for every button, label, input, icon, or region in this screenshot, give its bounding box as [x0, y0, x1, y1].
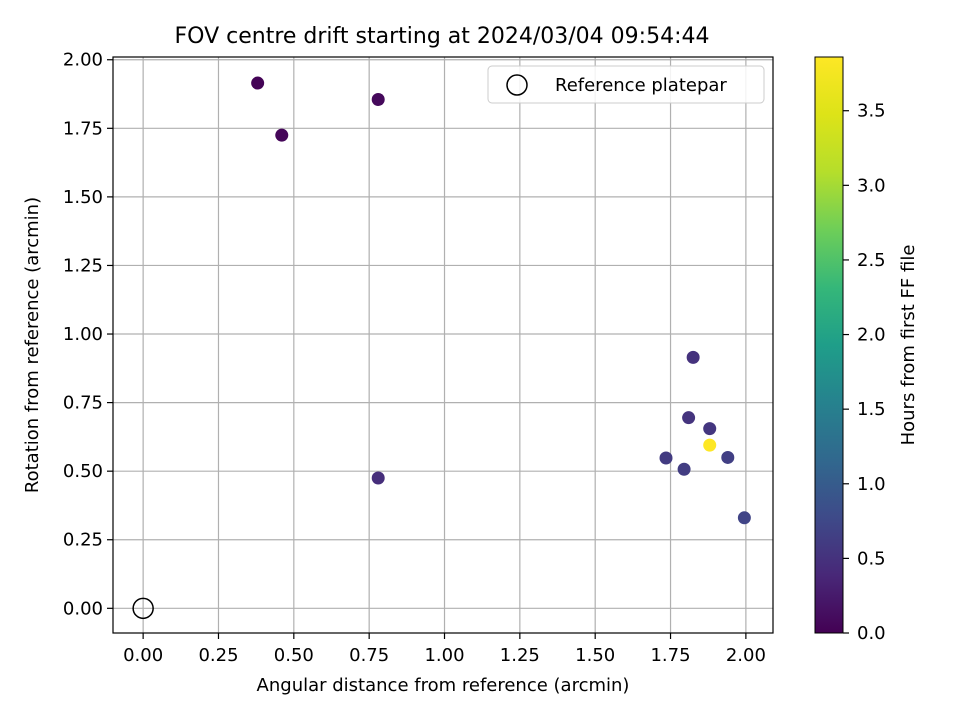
x-ticks: 0.00 0.25 0.50 0.75 1.00 1.25 1.50 1.75 2.00 [123, 633, 766, 666]
data-point [371, 93, 385, 107]
data-point [703, 422, 717, 436]
legend-label-reference: Reference platepar [555, 75, 727, 96]
x-tick-label: 0.00 [123, 645, 163, 666]
data-points [132, 76, 751, 620]
colorbar-tick-label: 0.5 [857, 548, 886, 569]
y-tick-label: 0.50 [63, 461, 103, 482]
x-tick-label: 1.75 [650, 645, 690, 666]
y-tick-label: 1.25 [63, 255, 103, 276]
data-point [703, 438, 717, 452]
y-tick-label: 0.25 [63, 530, 103, 551]
x-tick-label: 0.50 [274, 645, 314, 666]
data-point [677, 462, 691, 476]
y-tick-label: 1.00 [63, 324, 103, 345]
colorbar-gradient [814, 56, 844, 634]
grid-lines [113, 57, 773, 633]
data-point [721, 450, 735, 464]
y-tick-label: 0.00 [63, 598, 103, 619]
y-tick-label: 1.75 [63, 118, 103, 139]
data-point [682, 411, 696, 425]
colorbar-tick-label: 3.5 [857, 101, 886, 122]
y-ticks: 0.00 0.25 0.50 0.75 1.00 1.25 1.50 1.75 2.00 [63, 50, 113, 619]
data-point [371, 471, 385, 485]
y-tick-label: 1.50 [63, 187, 103, 208]
data-point [275, 128, 289, 142]
legend: Reference platepar [487, 65, 765, 104]
y-axis-label: Rotation from reference (arcmin) [22, 197, 43, 493]
data-point [659, 451, 673, 465]
plot-area [112, 56, 774, 634]
x-tick-label: 0.75 [349, 645, 389, 666]
data-point [251, 76, 265, 90]
colorbar-tick-label: 1.0 [857, 474, 886, 495]
x-tick-label: 0.25 [198, 645, 238, 666]
chart-title: FOV centre drift starting at 2024/03/04 … [175, 24, 710, 49]
y-tick-label: 2.00 [63, 50, 103, 71]
legend-box [487, 65, 765, 104]
legend-marker-reference [506, 74, 528, 96]
colorbar-tick-label: 1.5 [857, 399, 886, 420]
data-point [737, 511, 751, 525]
colorbar-ticks: 0.0 0.5 1.0 1.5 2.0 2.5 3.0 3.5 [843, 101, 886, 644]
x-tick-label: 1.25 [500, 645, 540, 666]
reference-marker [132, 597, 154, 620]
x-tick-label: 2.00 [726, 645, 766, 666]
colorbar-label: Hours from first FF file [898, 245, 919, 446]
colorbar-tick-label: 3.0 [857, 175, 886, 196]
colorbar-tick-label: 0.0 [857, 623, 886, 644]
colorbar-tick-label: 2.0 [857, 325, 886, 346]
x-tick-label: 1.50 [575, 645, 615, 666]
data-point [686, 350, 700, 364]
colorbar-tick-label: 2.5 [857, 250, 886, 271]
x-tick-label: 1.00 [424, 645, 464, 666]
y-tick-label: 0.75 [63, 393, 103, 414]
colorbar: 0.0 0.5 1.0 1.5 2.0 2.5 3.0 3.5 Hours from firs… [814, 56, 919, 644]
x-axis-label: Angular distance from reference (arcmin) [257, 675, 630, 696]
